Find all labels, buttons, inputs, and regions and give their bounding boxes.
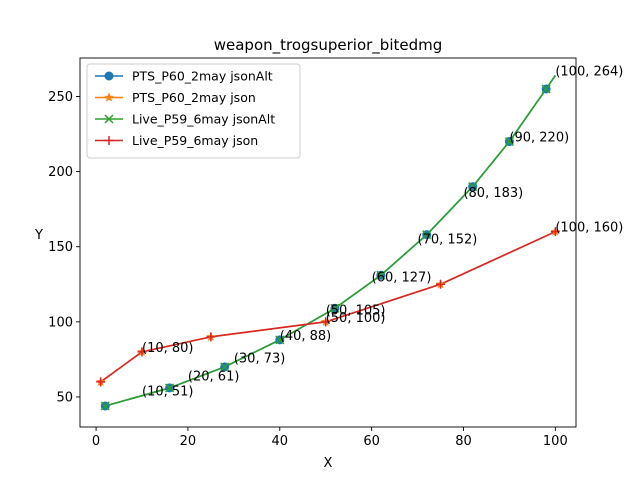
- plus-marker: [96, 377, 106, 387]
- legend-entry-label: PTS_P60_2may jsonAlt: [132, 69, 273, 84]
- data-point: [376, 270, 386, 280]
- x-marker: [100, 401, 110, 411]
- y-axis-label: Y: [34, 228, 43, 243]
- legend-box: [86, 63, 301, 159]
- data-point: [104, 92, 114, 102]
- data-point: [330, 303, 340, 313]
- plus-marker: [206, 332, 216, 342]
- x-marker: [104, 114, 114, 124]
- plus-marker: [321, 317, 331, 327]
- legend-entry-label: Live_P59_6may jsonAlt: [132, 112, 275, 127]
- y-tick-label: 250: [48, 90, 73, 105]
- x-marker: [165, 383, 175, 393]
- data-point: [96, 377, 106, 387]
- data-point: [165, 383, 175, 393]
- data-label: (20, 61): [188, 369, 240, 384]
- data-point: [104, 136, 114, 145]
- data-point: [104, 71, 114, 81]
- axes-frame: [79, 57, 577, 428]
- data-point: [550, 227, 560, 237]
- x-tick-label: 100: [543, 434, 568, 449]
- data-label: (100, 160): [555, 221, 623, 236]
- data-label: (70, 152): [418, 233, 478, 248]
- chart-title: weapon_trogsuperior_bitedmg: [214, 36, 443, 55]
- plus-marker: [550, 227, 560, 237]
- x-marker: [504, 137, 514, 147]
- x-marker: [330, 303, 340, 313]
- data-label: (40, 88): [280, 329, 332, 344]
- axes: 0 20 40 60 80 100 50 100 150 200 250: [48, 57, 577, 449]
- data-point: [220, 362, 230, 372]
- data-point: [504, 137, 514, 147]
- data-point: [137, 347, 147, 357]
- legend-entry-label: PTS_P60_2may json: [132, 90, 256, 105]
- data-point: [436, 279, 446, 289]
- y-tick-label: 100: [48, 315, 73, 330]
- legend-entry-label: Live_P59_6may json: [132, 133, 258, 148]
- x-axis-label: X: [324, 456, 333, 471]
- y-tick-label: 50: [56, 390, 73, 405]
- plus-marker: [137, 347, 147, 357]
- x-tick-label: 80: [455, 434, 472, 449]
- data-annotations: (10, 51)(20, 61) (30, 73) (40, 88) (50, 105…: [142, 64, 623, 399]
- x-marker: [468, 182, 478, 192]
- data-point: [468, 182, 478, 192]
- data-label: (80, 183): [463, 186, 523, 201]
- data-label: (50, 100): [326, 311, 386, 326]
- data-point: [206, 332, 216, 342]
- circle-marker: [104, 71, 114, 81]
- data-label: (100, 264): [555, 64, 623, 79]
- data-label: (60, 127): [372, 270, 432, 285]
- legend: PTS_P60_2may jsonAlt PTS_P60_2may json Liv…: [86, 63, 301, 159]
- x-tick-label: 0: [92, 434, 100, 449]
- data-label: (10, 80): [142, 341, 194, 356]
- x-tick-label: 60: [363, 434, 380, 449]
- x-marker: [376, 270, 386, 280]
- data-label: (90, 220): [509, 131, 569, 146]
- series-line-4: [100, 230, 556, 383]
- data-point: [100, 401, 110, 411]
- plus-marker: [436, 279, 446, 289]
- data-point: [104, 114, 114, 124]
- y-tick-label: 200: [48, 165, 73, 180]
- plus-marker: [104, 136, 114, 145]
- data-label: (30, 73): [234, 351, 286, 366]
- data-point: [422, 230, 432, 240]
- data-point: [275, 335, 285, 345]
- data-label: (50, 105): [326, 303, 386, 318]
- x-marker: [541, 84, 551, 94]
- y-tick-label: 150: [48, 240, 73, 255]
- x-marker: [275, 335, 285, 345]
- x-marker: [220, 362, 230, 372]
- series-markers: [95, 84, 561, 411]
- x-tick-label: 20: [180, 434, 197, 449]
- data-point: [541, 84, 551, 94]
- star-marker: [104, 92, 114, 102]
- x-marker: [422, 230, 432, 240]
- x-tick-label: 40: [272, 434, 289, 449]
- data-point: [321, 317, 331, 327]
- data-label: (10, 51): [142, 384, 194, 399]
